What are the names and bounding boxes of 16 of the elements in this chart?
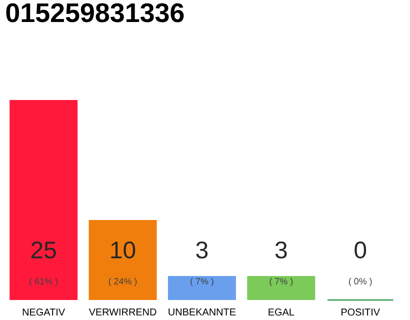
annotation: ( 7% ) xyxy=(270,278,293,286)
x-tick-label: UNBEKANNTE xyxy=(168,308,236,316)
data-label: 0 xyxy=(354,242,366,258)
x-tick-label: VERWIRREND xyxy=(88,308,156,316)
data-label: 10 xyxy=(111,242,136,258)
x-tick-label: EGAL xyxy=(268,308,294,316)
annotation: ( 7% ) xyxy=(190,278,214,286)
annotation: ( 61% ) xyxy=(30,278,58,286)
data-label: 3 xyxy=(275,242,287,258)
data-label: 3 xyxy=(196,242,208,258)
annotation: ( 0% ) xyxy=(348,278,372,286)
annotation: ( 24% ) xyxy=(108,278,137,286)
x-tick-label: NEGATIV xyxy=(22,308,66,316)
data-label: 25 xyxy=(31,242,56,258)
x-tick-label: POSITIV xyxy=(342,308,380,316)
chart-title: 015259831336 xyxy=(6,3,184,22)
